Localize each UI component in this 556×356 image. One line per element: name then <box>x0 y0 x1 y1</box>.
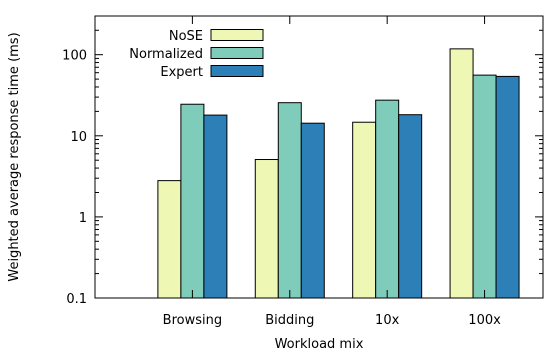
bar-expert-100x <box>495 75 520 299</box>
y-tick-label: 1 <box>79 211 87 226</box>
y-tick-label: 0.1 <box>66 292 87 307</box>
y-tick-label: 10 <box>70 130 87 145</box>
bar-nose-100x <box>449 48 474 299</box>
x-tick-label: Browsing <box>163 313 222 328</box>
bar-normalized-bidding <box>277 102 302 299</box>
bar-normalized-browsing <box>180 103 205 299</box>
bar-nose-bidding <box>254 159 279 299</box>
x-tick-label: 100x <box>468 313 501 328</box>
x-axis: Browsing Bidding 10x 100x <box>163 16 501 328</box>
bar-nose-10x <box>352 121 377 299</box>
legend-swatch-nose <box>210 29 264 41</box>
legend-swatch-normalized <box>210 47 264 59</box>
x-axis-title: Workload mix <box>275 337 364 352</box>
bar-expert-browsing <box>203 114 228 299</box>
legend-swatch-expert <box>210 65 264 77</box>
legend-label-normalized: Normalized <box>129 47 203 62</box>
y-axis: 0.1 1 10 100 <box>62 29 543 307</box>
y-tick-label: 100 <box>62 49 87 64</box>
x-tick-label: Bidding <box>265 313 314 328</box>
legend: NoSE Normalized Expert <box>129 29 264 80</box>
x-tick-label: 10x <box>375 313 400 328</box>
bar-nose-browsing <box>157 180 182 299</box>
bars <box>157 48 520 299</box>
y-axis-title: Weighted average response time (ms) <box>7 32 22 281</box>
legend-label-expert: Expert <box>160 65 203 80</box>
legend-label-nose: NoSE <box>169 29 203 44</box>
bar-normalized-100x <box>472 74 497 299</box>
bar-expert-10x <box>398 114 423 299</box>
bar-normalized-10x <box>375 99 400 299</box>
bar-expert-bidding <box>300 122 325 299</box>
